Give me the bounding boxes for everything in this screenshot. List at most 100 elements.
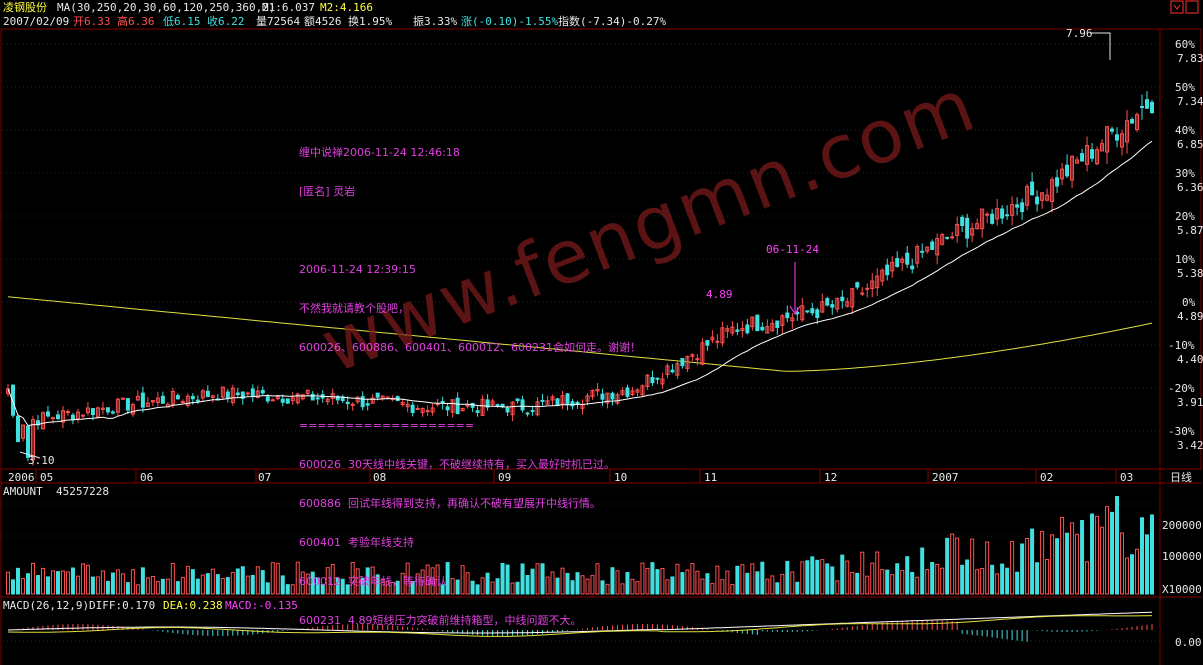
dea-line: [7, 615, 1153, 637]
candle-body: [1130, 119, 1135, 124]
panel-frames: [0, 28, 1202, 665]
volume-bar: [915, 576, 920, 595]
volume-bar: [710, 582, 715, 595]
candle-body: [205, 390, 210, 398]
x-label: 2007: [932, 471, 959, 484]
candle-body: [835, 297, 840, 310]
volume-bar: [140, 567, 145, 595]
candle-body: [1145, 99, 1150, 109]
candle-body: [375, 392, 380, 398]
macd-title: MACD(26,12,9): [3, 599, 90, 612]
quote-low: 低6.15: [163, 15, 201, 28]
candle-body: [895, 258, 900, 267]
note-line: 缠中说禅2006-11-24 12:46:18: [299, 146, 460, 159]
volume-bar: [975, 569, 980, 595]
candle-body: [685, 356, 690, 369]
price-label: 6.85: [1177, 138, 1203, 151]
volume-bar: [335, 577, 340, 595]
candle-body: [715, 340, 720, 343]
volume-bar: [255, 566, 260, 595]
candle-body: [55, 414, 60, 420]
candle-body: [650, 377, 655, 384]
candle-body: [855, 282, 860, 288]
corner-widget-icon[interactable]: [1170, 0, 1200, 14]
candle-body: [490, 400, 495, 405]
price-label: 7.34: [1177, 95, 1203, 108]
candle-body: [640, 385, 645, 396]
candle-body: [920, 250, 925, 253]
quote-open: 开6.33: [73, 15, 111, 28]
volume-bar: [1110, 511, 1115, 595]
volume-bar: [950, 533, 955, 595]
candle-body: [1150, 101, 1154, 114]
candle-body: [360, 396, 365, 408]
x-label: 06: [140, 471, 154, 484]
volume-bar: [70, 567, 75, 595]
ma-long-curve: [7, 296, 1153, 372]
volume-bar: [825, 563, 830, 595]
ma-short-curve: [7, 140, 1153, 427]
candle-body: [120, 397, 125, 400]
candle-body: [745, 324, 750, 334]
volume-bar: [130, 569, 135, 595]
volume-bar: [570, 580, 575, 595]
candle-body: [1060, 168, 1065, 180]
candle-body: [425, 410, 430, 413]
volume-bar: [6, 571, 10, 595]
volume-bar: [810, 556, 815, 595]
volume-bar: [555, 577, 560, 595]
candle-body: [750, 316, 755, 328]
volume-bar: [970, 538, 975, 595]
volume-bar: [775, 582, 780, 595]
price-label: 6.36: [1177, 181, 1203, 194]
volume-bar: [575, 572, 580, 595]
volume-bar: [1085, 561, 1090, 595]
candle-body: [180, 400, 185, 403]
candle-body: [720, 327, 725, 344]
candle-body: [1115, 134, 1120, 141]
pct-label: 0%: [1182, 296, 1196, 309]
volume-bar: [995, 573, 1000, 595]
volume-bar: [1080, 520, 1085, 595]
ma-label: MA(30,250,20,30,60,120,250,360,2): [57, 1, 276, 14]
volume-bar: [190, 569, 195, 595]
candle-body: [655, 377, 660, 380]
volume-bars: [6, 496, 1154, 595]
volume-bar: [940, 567, 945, 595]
ma-short-line: [7, 140, 1153, 427]
period-tab[interactable]: 日线: [1170, 471, 1192, 484]
candle-body: [220, 386, 225, 398]
candle-body: [370, 397, 375, 404]
volume-bar: [1060, 516, 1065, 595]
candle-body: [815, 309, 820, 318]
volume-bar: [565, 572, 570, 595]
candle-body: [250, 388, 255, 397]
volume-bar: [350, 562, 355, 595]
candle-body: [695, 358, 700, 361]
candle-body: [820, 301, 825, 313]
volume-bar: [1135, 548, 1140, 595]
volume-bar: [590, 575, 595, 595]
volume-bar: [1030, 528, 1035, 595]
m1-value: M1:6.037: [262, 1, 315, 14]
volume-bar: [205, 573, 210, 595]
volume-bar: [375, 574, 380, 595]
candle-body: [325, 398, 330, 403]
candle-body: [840, 296, 845, 302]
candle-body: [125, 398, 130, 411]
candle-body: [80, 414, 85, 417]
volume-bar: [560, 567, 565, 595]
candle-body: [825, 298, 830, 306]
candle-body: [115, 398, 120, 413]
volume-bar: [135, 584, 140, 595]
candle-body: [485, 399, 490, 408]
x-label: 07: [258, 471, 272, 484]
price-label: 7.83: [1177, 52, 1203, 65]
candle-body: [6, 388, 10, 394]
candle-body: [150, 400, 155, 403]
candle-body: [770, 322, 775, 332]
candle-body: [975, 223, 980, 230]
candle-body: [595, 389, 600, 392]
candle-body: [995, 208, 1000, 220]
